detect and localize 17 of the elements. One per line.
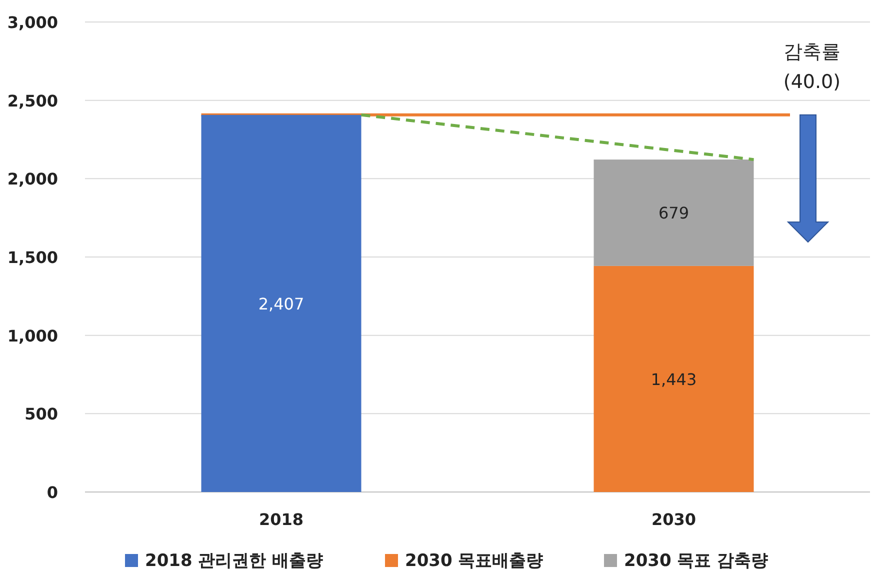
- legend-label: 2018 관리권한 배출량: [145, 551, 324, 571]
- legend-label: 2030 목표 감축량: [624, 551, 768, 571]
- y-tick-label: 1,500: [7, 248, 58, 267]
- y-tick-label: 2,500: [7, 91, 58, 110]
- annotation: (40.0): [783, 71, 841, 93]
- data-label: 1,443: [650, 370, 697, 389]
- y-tick-label: 2,000: [7, 170, 58, 189]
- data-label: 679: [658, 204, 690, 223]
- x-tick-label: 2030: [651, 510, 696, 529]
- x-tick-label: 2018: [258, 510, 304, 529]
- annotation: 감축률: [784, 41, 840, 63]
- y-tick-label: 3,000: [7, 13, 58, 32]
- y-tick-label: 0: [46, 483, 58, 502]
- legend-label: 2030 목표배출량: [405, 551, 544, 571]
- data-label: 2,407: [258, 294, 304, 314]
- y-tick-label: 500: [24, 404, 58, 424]
- y-tick-label: 1,000: [7, 326, 58, 346]
